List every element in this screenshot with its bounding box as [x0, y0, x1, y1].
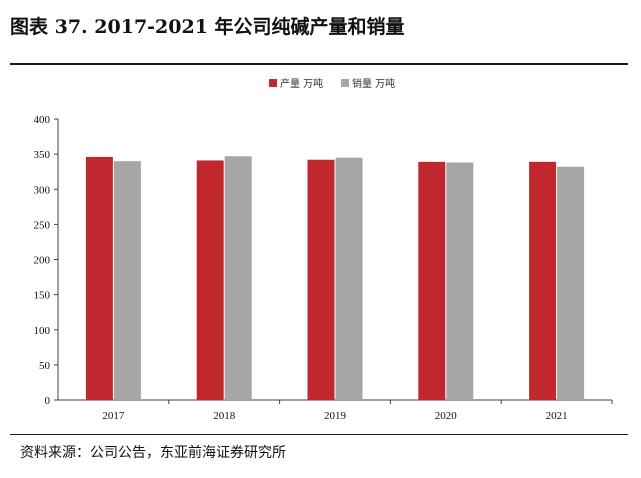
source-note: 资料来源：公司公告，东亚前海证券研究所	[20, 445, 286, 461]
x-tick-label: 2020	[435, 410, 458, 422]
bar-production	[529, 161, 557, 400]
bar-production	[307, 159, 335, 400]
y-tick-label: 100	[34, 325, 51, 337]
legend-swatch-sales	[341, 79, 349, 87]
y-tick-label: 250	[34, 219, 51, 231]
y-tick-label: 200	[34, 255, 51, 267]
legend-swatch-production	[269, 79, 277, 87]
bar-sales	[335, 157, 363, 400]
x-tick-label: 2018	[213, 410, 236, 422]
y-tick-label: 400	[34, 114, 51, 126]
bar-sales	[113, 161, 141, 400]
source-divider	[10, 434, 628, 435]
bar-sales	[446, 162, 474, 400]
y-tick-label: 300	[34, 184, 51, 196]
y-tick-label: 50	[39, 360, 51, 372]
legend-label-sales: 销量 万吨	[352, 77, 395, 90]
bar-sales	[557, 166, 585, 400]
x-tick-label: 2019	[324, 410, 347, 422]
y-tick-label: 0	[45, 395, 51, 407]
x-tick-label: 2021	[546, 410, 568, 422]
bar-sales	[224, 156, 252, 400]
title-divider	[10, 63, 628, 65]
bar-production	[85, 156, 113, 400]
bar-production	[196, 160, 224, 400]
y-tick-label: 150	[34, 290, 51, 302]
y-tick-label: 350	[34, 149, 51, 161]
legend-label-production: 产量 万吨	[280, 77, 323, 90]
x-tick-label: 2017	[102, 410, 125, 422]
bar-production	[418, 161, 446, 400]
figure-title: 图表 37. 2017-2021 年公司纯碱产量和销量	[10, 16, 405, 38]
